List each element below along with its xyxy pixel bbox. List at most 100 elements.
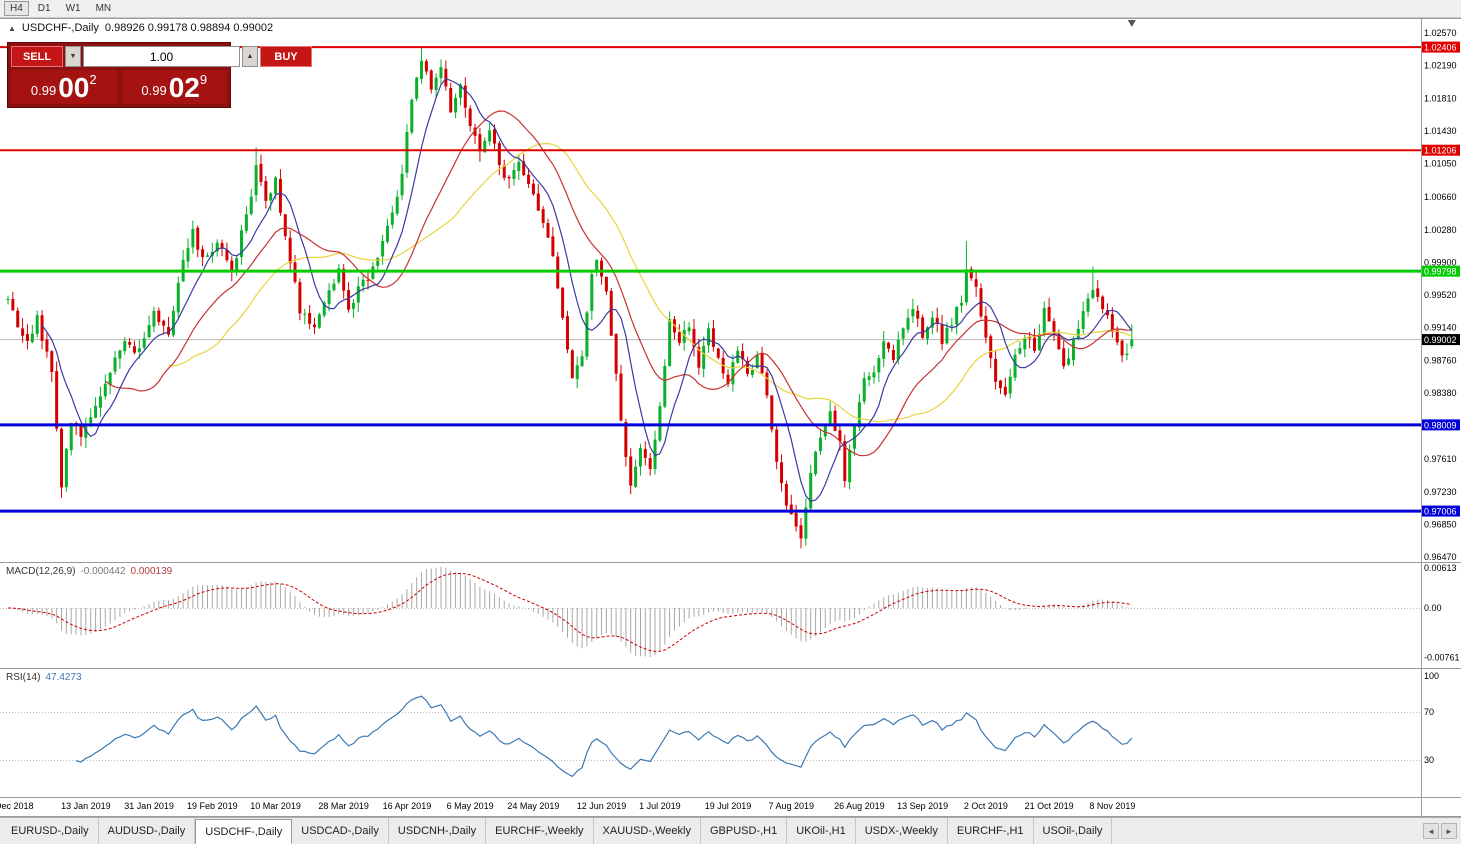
axis-price-label-text: 0.97006: [1424, 507, 1457, 517]
chart-title: ▲ USDCHF-,Daily 0.98926 0.99178 0.98894 …: [8, 22, 273, 34]
rsi-value: 47.4273: [45, 672, 82, 683]
volume-increase-button[interactable]: ▲: [242, 46, 258, 67]
sell-price-pip-digit: 2: [89, 72, 97, 87]
macd-name: MACD(12,26,9): [6, 566, 76, 577]
price-axis-tick: 1.00660: [1424, 192, 1457, 202]
axis-price-label: [1422, 265, 1460, 277]
chart-tab[interactable]: USOil-,Daily: [1034, 818, 1113, 844]
axis-price-label: [1422, 144, 1460, 156]
chart-tab[interactable]: UKOil-,H1: [787, 818, 856, 844]
sell-price-prefix: 0.99: [30, 83, 57, 98]
date-axis-tick: 10 Mar 2019: [250, 801, 301, 811]
volume-input[interactable]: [83, 46, 240, 67]
date-axis-tick: 8 Nov 2019: [1089, 801, 1135, 811]
date-axis-tick: 12 Jun 2019: [577, 801, 627, 811]
timeframe-toolbar: H4 D1 W1 MN: [0, 0, 1461, 18]
timeframe-button-mn[interactable]: MN: [95, 3, 112, 14]
chart-tab[interactable]: EURCHF-,Weekly: [486, 818, 594, 844]
timeframe-buttons: H4 D1 W1 MN: [4, 1, 117, 16]
chart-shift-marker-icon[interactable]: [1127, 20, 1136, 27]
macd-indicator-label: MACD(12,26,9) -0.000442 0.000139: [6, 566, 172, 577]
axis-price-label-text: 0.99798: [1424, 267, 1457, 277]
date-axis-tick: 31 Jan 2019: [124, 801, 174, 811]
chart-ohlc-values: 0.98926 0.99178 0.98894 0.99002: [104, 22, 274, 34]
price-axis-tick: 1.00280: [1424, 225, 1457, 235]
macd-signal-value: 0.000139: [130, 566, 173, 577]
rsi-axis-tick: 100: [1424, 671, 1439, 681]
moving-average-line: [104, 110, 1132, 457]
date-axis-tick: 6 May 2019: [447, 801, 494, 811]
chart-tab[interactable]: GBPUSD-,H1: [701, 818, 788, 844]
macd-main-value: -0.000442: [80, 566, 126, 577]
timeframe-button-w1[interactable]: W1: [65, 3, 81, 14]
chart-collapse-icon[interactable]: ▲: [8, 23, 16, 33]
sell-price-big-digits: 00: [58, 72, 90, 103]
chart-tab[interactable]: USDCHF-,Daily: [195, 819, 293, 844]
buy-price-prefix: 0.99: [141, 83, 167, 98]
buy-price-display[interactable]: 0.99 02 9: [121, 70, 227, 104]
chart-tab[interactable]: USDCAD-,Daily: [292, 818, 389, 844]
one-click-trading-panel: SELL ▼ ▲ BUY 0.99 00 2 0.99 02 9: [7, 42, 312, 108]
macd-axis-tick: -0.00761: [1424, 653, 1460, 663]
axis-price-label: [1422, 505, 1460, 517]
moving-average-line: [168, 142, 1133, 423]
axis-price-label: [1422, 41, 1460, 53]
price-axis-tick: 0.97230: [1424, 487, 1457, 497]
sell-price-display[interactable]: 0.99 00 2: [11, 70, 117, 104]
chart-tab[interactable]: USDX-,Weekly: [856, 818, 948, 844]
price-axis-tick: 0.96850: [1424, 519, 1457, 529]
axis-price-label-text: 1.02406: [1424, 43, 1457, 53]
buy-button[interactable]: BUY: [260, 46, 312, 67]
chart-tab-bar: EURUSD-,Daily AUDUSD-,Daily USDCHF-,Daily U…: [0, 817, 1461, 844]
axis-price-label: [1422, 334, 1460, 346]
axis-price-label-text: 0.99002: [1424, 335, 1457, 345]
chart-tab[interactable]: XAUUSD-,Weekly: [594, 818, 701, 844]
chart-area[interactable]: 1.02570 1.02190 1.01810 1.01430 1.01050 1.006…: [0, 18, 1461, 817]
timeframe-button-h4[interactable]: H4: [4, 1, 29, 16]
price-axis-tick: 1.02570: [1424, 28, 1457, 38]
sell-button[interactable]: SELL: [11, 46, 63, 67]
price-axis-tick: 0.96470: [1424, 552, 1457, 562]
rsi-name: RSI(14): [6, 672, 41, 683]
tab-scroll-right-icon[interactable]: ►: [1441, 823, 1457, 839]
axis-price-label: [1422, 419, 1460, 431]
date-axis-tick: 19 Feb 2019: [187, 801, 238, 811]
macd-histogram: [12, 566, 1133, 657]
candlesticks: [6, 47, 1134, 549]
buy-price-big-digits: 02: [168, 72, 200, 103]
price-axis-tick: 0.98380: [1424, 388, 1457, 398]
date-axis-tick: 1 Jul 2019: [639, 801, 681, 811]
price-axis-tick: 1.01430: [1424, 126, 1457, 136]
price-axis-tick: 0.99140: [1424, 323, 1457, 333]
chart-background: [0, 18, 1461, 817]
date-axis-tick: 16 Apr 2019: [383, 801, 432, 811]
price-axis-tick: 0.99900: [1424, 257, 1457, 267]
chart-tab[interactable]: AUDUSD-,Daily: [99, 818, 196, 844]
rsi-line: [75, 695, 1133, 778]
volume-decrease-button[interactable]: ▼: [65, 46, 81, 67]
price-axis-tick: 1.01810: [1424, 93, 1457, 103]
price-axis-tick: 0.98760: [1424, 355, 1457, 365]
date-axis-tick: 25 Dec 2018: [0, 801, 34, 811]
rsi-axis-tick: 70: [1424, 707, 1434, 717]
chart-tab[interactable]: EURCHF-,H1: [948, 818, 1034, 844]
date-axis-tick: 13 Sep 2019: [897, 801, 948, 811]
rsi-indicator-label: RSI(14) 47.4273: [6, 672, 82, 683]
date-axis-tick: 19 Jul 2019: [705, 801, 752, 811]
tab-scroll-buttons: ◄ ►: [1419, 818, 1461, 844]
axis-price-label-text: 0.98009: [1424, 420, 1457, 430]
price-axis-tick: 1.02190: [1424, 61, 1457, 71]
price-axis-tick: 0.99520: [1424, 290, 1457, 300]
chart-tab[interactable]: USDCNH-,Daily: [389, 818, 487, 844]
date-axis-tick: 7 Aug 2019: [768, 801, 814, 811]
chart-tab[interactable]: EURUSD-,Daily: [2, 818, 99, 844]
macd-axis-tick: 0.00613: [1424, 563, 1457, 573]
date-axis-tick: 13 Jan 2019: [61, 801, 111, 811]
rsi-axis-tick: 30: [1424, 755, 1434, 765]
axis-price-label-text: 1.01206: [1424, 146, 1457, 156]
tab-scroll-left-icon[interactable]: ◄: [1423, 823, 1439, 839]
date-axis-tick: 21 Oct 2019: [1025, 801, 1074, 811]
timeframe-button-d1[interactable]: D1: [37, 3, 51, 14]
chart-symbol-label: USDCHF-,Daily: [21, 22, 99, 34]
price-axis-tick: 0.97610: [1424, 454, 1457, 464]
